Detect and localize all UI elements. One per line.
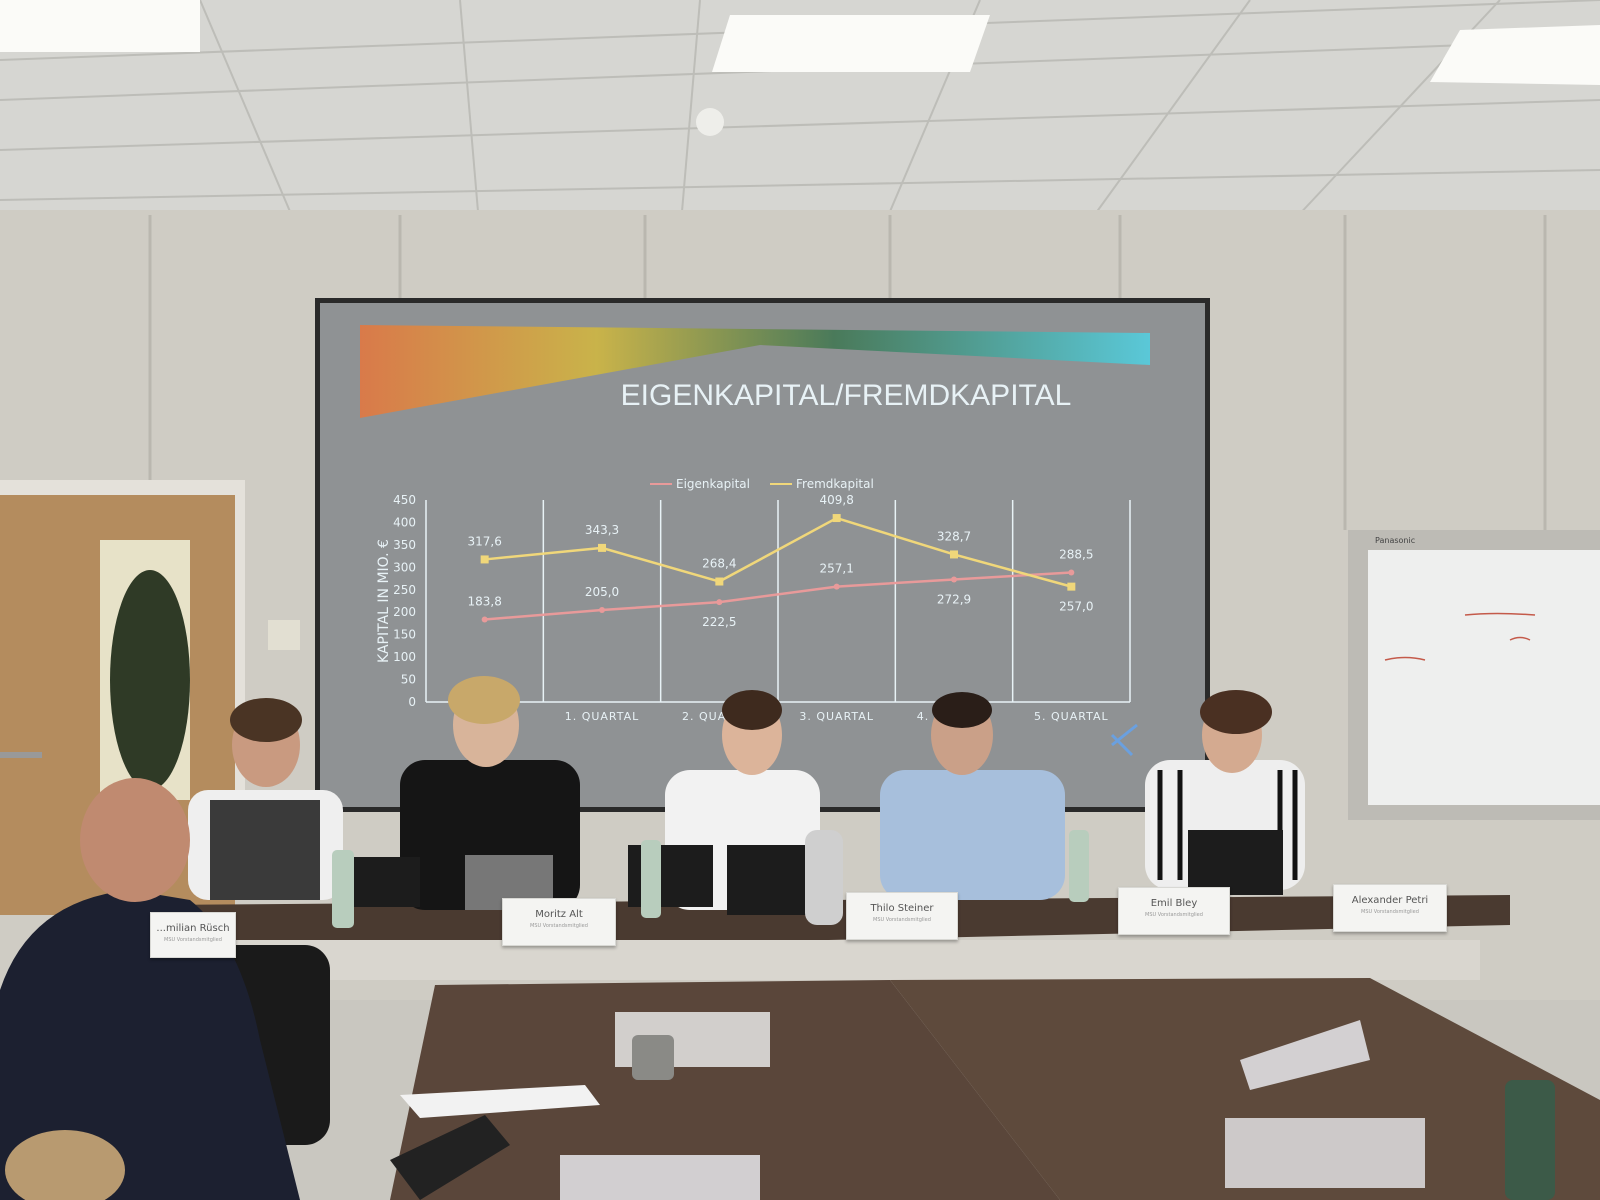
water-bottle [332,850,354,928]
name-card-role: MSU Vorstandsmitglied [873,917,931,923]
name-card-name: Emil Bley [1150,898,1198,909]
y-tick-label: 300 [393,560,416,574]
data-point [951,576,957,583]
laptop [352,857,420,907]
speaker [805,830,843,925]
data-label: 257,1 [819,562,853,576]
data-point [1067,582,1076,591]
name-card: ...milian Rüsch MSU Vorstandsmitglied [150,912,236,958]
name-card: Moritz Alt MSU Vorstandsmitglied [502,898,616,946]
name-card-blank [560,1155,760,1200]
y-tick-label: 100 [393,650,416,664]
data-point [716,599,723,606]
data-point [1068,569,1075,576]
name-card-name: Alexander Petri [1351,895,1429,906]
tablet [390,1115,510,1200]
data-label: 272,9 [937,592,971,606]
smoke-detector [696,108,724,136]
x-tick-label: 1. QUARTAL [565,710,640,723]
slide-logo [1110,723,1138,757]
y-tick-label: 200 [393,605,416,619]
data-point [950,550,958,559]
ceiling-light [712,15,990,72]
laptop [1188,830,1283,895]
table-skirt [150,940,1480,980]
whiteboard-writing [1384,612,1536,661]
name-card-role: MSU Vorstandsmitglied [530,923,588,929]
door-handle[interactable] [0,752,42,758]
x-tick-label: 3. QUARTAL [799,710,874,723]
data-point [481,616,488,623]
name-card-name: Moritz Alt [535,909,583,920]
y-axis-label: KAPITAL IN MIO. € [376,539,392,663]
data-label: 343,3 [585,523,619,537]
plant [110,570,190,790]
ceiling-light [1430,25,1600,85]
data-label: 205,0 [585,585,619,599]
data-label: 288,5 [1059,547,1093,561]
legend-entry: Fremdkapital [796,477,874,491]
ceiling-light [0,0,200,52]
person [880,692,1065,900]
x-tick-label: 5. QUARTAL [1034,710,1109,723]
cup [632,1035,674,1080]
name-card: Emil Bley MSU Vorstandsmitglied [1118,887,1230,935]
name-card-name: ...milian Rüsch [156,923,230,934]
name-card-role: MSU Vorstandsmitglied [1145,912,1203,918]
y-tick-label: 150 [393,628,416,642]
data-label: 317,6 [467,534,501,548]
name-card-blank [1240,1020,1370,1090]
data-label: 183,8 [467,594,501,608]
person [188,698,343,900]
wall-panels [148,215,1547,530]
data-point [715,577,724,586]
name-card-name: Thilo Steiner [870,903,934,914]
y-tick-label: 400 [393,515,416,529]
person-foreground [0,778,300,1200]
thermostat [268,620,300,650]
series-line [484,516,1072,588]
water-bottle [1069,830,1089,902]
y-tick-label: 0 [408,695,416,709]
whiteboard [1368,550,1600,805]
slide-title: EIGENKAPITAL/FREMDKAPITAL [621,379,1072,412]
data-point [832,514,841,523]
y-tick-label: 350 [393,538,416,552]
water-bottle [1505,1080,1555,1200]
data-label: 257,0 [1059,600,1093,614]
data-label: 222,5 [702,615,736,629]
data-point [833,583,840,590]
name-card-blank [1225,1118,1425,1188]
whiteboard-brand: Panasonic [1375,536,1415,545]
data-label: 409,8 [819,493,853,507]
name-card: Alexander Petri MSU Vorstandsmitglied [1333,884,1447,932]
data-point [480,555,489,564]
paper [400,1085,600,1118]
water-bottle [641,840,661,918]
series-line [484,571,1072,621]
data-point [599,606,605,613]
name-card-role: MSU Vorstandsmitglied [164,937,222,943]
y-tick-label: 50 [401,673,416,687]
name-card-role: MSU Vorstandsmitglied [1361,909,1419,915]
tablet [628,845,713,907]
data-point [598,543,606,552]
front-table [390,980,1060,1200]
data-label: 328,7 [937,529,971,543]
data-label: 268,4 [702,557,736,571]
y-tick-label: 250 [393,583,416,597]
legend-entry: Eigenkapital [676,477,750,491]
name-card: Thilo Steiner MSU Vorstandsmitglied [846,892,958,940]
slide-decoration [360,325,1150,418]
y-tick-label: 450 [393,493,416,507]
